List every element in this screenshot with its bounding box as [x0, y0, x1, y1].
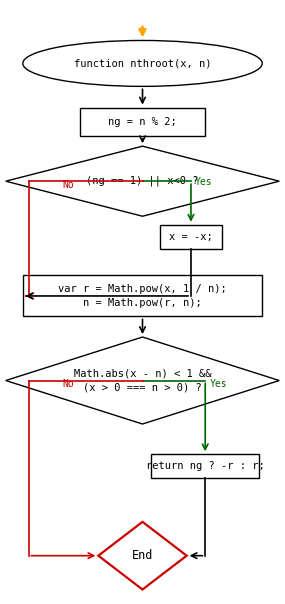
Text: No: No — [63, 379, 74, 388]
FancyBboxPatch shape — [160, 225, 222, 249]
Text: Yes: Yes — [209, 379, 227, 388]
Text: function nthroot(x, n): function nthroot(x, n) — [74, 59, 211, 68]
Text: Math.abs(x - n) < 1 &&
(x > 0 === n > 0) ?: Math.abs(x - n) < 1 && (x > 0 === n > 0)… — [74, 369, 211, 392]
Polygon shape — [98, 522, 187, 590]
Polygon shape — [6, 146, 279, 216]
Ellipse shape — [23, 40, 262, 86]
Text: No: No — [63, 181, 74, 190]
FancyBboxPatch shape — [23, 275, 262, 316]
Text: x = -x;: x = -x; — [169, 232, 213, 242]
Polygon shape — [6, 337, 279, 424]
Text: (ng == 1) || x<0 ?: (ng == 1) || x<0 ? — [86, 176, 199, 187]
Text: ng = n % 2;: ng = n % 2; — [108, 117, 177, 127]
Text: return ng ? -r : r;: return ng ? -r : r; — [146, 461, 264, 471]
FancyBboxPatch shape — [151, 454, 259, 478]
FancyBboxPatch shape — [80, 108, 205, 136]
Text: End: End — [132, 549, 153, 562]
Text: Yes: Yes — [195, 178, 213, 187]
Text: var r = Math.pow(x, 1 / n);
n = Math.pow(r, n);: var r = Math.pow(x, 1 / n); n = Math.pow… — [58, 284, 227, 307]
